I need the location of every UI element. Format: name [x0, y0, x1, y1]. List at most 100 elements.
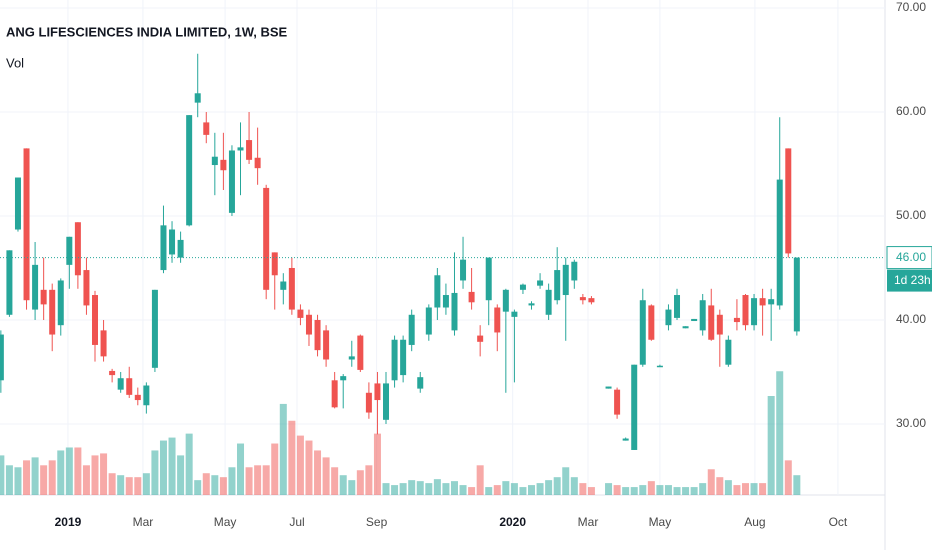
- volume-bar: [194, 480, 202, 495]
- candle-body: [768, 299, 775, 305]
- candle-body: [519, 284, 526, 290]
- volume-bar: [528, 485, 536, 495]
- volume-bar: [365, 465, 373, 495]
- candle-body: [271, 252, 278, 276]
- candle-body: [254, 157, 261, 169]
- volume-bar: [108, 473, 116, 495]
- x-tick-label: May: [214, 515, 237, 529]
- volume-bar: [656, 485, 664, 495]
- volume-bar: [211, 475, 219, 495]
- candle-body: [263, 187, 270, 290]
- volume-bar: [587, 487, 595, 495]
- candle-body: [571, 261, 578, 281]
- candle-body: [460, 259, 467, 281]
- volume-bar: [622, 487, 630, 495]
- candle-body: [451, 292, 458, 331]
- volume-bar: [485, 487, 493, 495]
- x-tick-label: Mar: [578, 515, 599, 529]
- candle-body: [614, 389, 621, 415]
- candle-body: [793, 257, 800, 332]
- candle-body: [186, 115, 193, 226]
- candle-body: [502, 289, 509, 312]
- volume-bar: [356, 470, 364, 495]
- x-tick-label: 2020: [499, 515, 526, 529]
- volume-bar: [5, 465, 13, 495]
- volume-bar: [545, 480, 553, 495]
- volume-bar: [579, 483, 587, 495]
- volume-bar: [433, 479, 441, 495]
- volume-bar: [784, 460, 792, 495]
- volume-bar: [245, 467, 253, 495]
- volume-bar: [125, 477, 133, 495]
- volume-bar: [647, 481, 655, 495]
- candle-body: [74, 222, 81, 276]
- volume-bar: [314, 450, 322, 495]
- volume-bar: [305, 440, 313, 495]
- grid: [0, 0, 885, 495]
- volume-bar: [142, 473, 150, 495]
- last-price-box: [886, 246, 932, 270]
- volume-bar: [74, 447, 82, 495]
- volume-bar: [391, 485, 399, 495]
- volume-bar: [562, 467, 570, 495]
- candle-body: [92, 295, 99, 345]
- volume-bar: [373, 433, 381, 495]
- candle-body: [374, 383, 381, 401]
- candle-body: [66, 236, 73, 265]
- volume-bar: [733, 485, 741, 495]
- volume-bar: [322, 457, 330, 495]
- candle-body: [442, 295, 449, 308]
- marks: [0, 53, 801, 495]
- candle-body: [151, 289, 158, 368]
- candle-body: [665, 309, 672, 326]
- volume-bar: [117, 475, 125, 495]
- candle-body: [425, 307, 432, 335]
- candle-body: [305, 314, 312, 335]
- candle-body: [23, 148, 30, 301]
- candle-body: [109, 370, 116, 376]
- candle-body: [160, 225, 167, 271]
- candle-body: [417, 377, 424, 389]
- volume-bar: [502, 481, 510, 495]
- volume-bar: [331, 467, 339, 495]
- volume-bar: [673, 487, 681, 495]
- candle-body: [511, 311, 518, 317]
- volume-bar: [750, 483, 758, 495]
- candle-body: [0, 334, 4, 381]
- volume-bar: [177, 455, 185, 495]
- x-tick-label: Sep: [366, 515, 388, 529]
- x-tick-label: Oct: [829, 515, 848, 529]
- candle-body: [365, 392, 372, 413]
- x-tick-label: Mar: [133, 515, 154, 529]
- volume-bar: [0, 455, 5, 495]
- volume-bar: [82, 465, 90, 495]
- volume-bar: [416, 481, 424, 495]
- candle-body: [49, 289, 56, 335]
- candle-body: [323, 330, 330, 360]
- volume-bar: [741, 483, 749, 495]
- y-tick-label: 50.00: [896, 208, 926, 222]
- candle-body: [357, 335, 364, 370]
- y-tick-label: 60.00: [896, 104, 926, 118]
- volume-bar: [519, 487, 527, 495]
- candle-body: [246, 140, 253, 160]
- candle-body: [177, 239, 184, 258]
- candle-body: [477, 335, 484, 342]
- volume-bar: [48, 460, 56, 495]
- volume-bar: [399, 483, 407, 495]
- candle-body: [6, 250, 13, 315]
- candle-body: [648, 305, 655, 340]
- candle-body: [40, 289, 47, 305]
- volume-bar: [100, 453, 108, 495]
- candle-body: [134, 394, 141, 401]
- candle-body: [211, 156, 218, 166]
- candle-body: [682, 326, 689, 329]
- x-tick-label: Jul: [289, 515, 304, 529]
- candle-body: [554, 270, 561, 301]
- candle-body: [545, 289, 552, 315]
- volume-bar: [408, 480, 416, 495]
- candle-body: [400, 339, 407, 376]
- volume-bar: [254, 465, 262, 495]
